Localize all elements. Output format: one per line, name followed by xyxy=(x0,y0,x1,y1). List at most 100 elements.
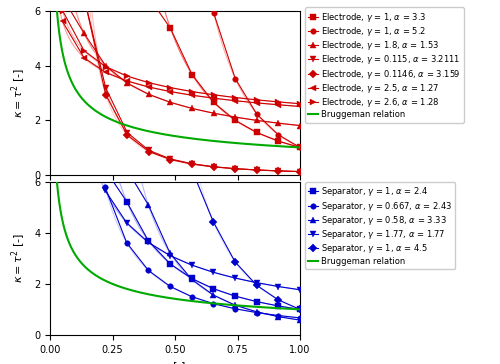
Electrode, $\gamma$ = 1.8, $\alpha$ = 1.53 xyxy=(210,111,216,115)
Bruggeman relation xyxy=(219,302,225,306)
Electrode, $\gamma$ = 0.1146, $\alpha$ = 3.159 xyxy=(124,133,130,138)
Electrode, $\gamma$ = 0.1146, $\alpha$ = 3.159 xyxy=(102,92,108,97)
Separator, $\gamma$ = 1.77, $\alpha$ = 1.77 xyxy=(210,270,216,274)
Separator, $\gamma$ = 1.77, $\alpha$ = 1.77 xyxy=(297,288,303,292)
Separator, $\gamma$ = 0.58, $\alpha$ = 3.33 xyxy=(276,314,281,319)
Line: Separator, $\gamma$ = 1.77, $\alpha$ = 1.77: Separator, $\gamma$ = 1.77, $\alpha$ = 1… xyxy=(102,187,303,293)
Separator, $\gamma$ = 1, $\alpha$ = 2.4 xyxy=(210,286,216,291)
Separator, $\gamma$ = 1, $\alpha$ = 4.5 xyxy=(276,298,281,302)
Electrode, $\gamma$ = 1.8, $\alpha$ = 1.53 xyxy=(168,100,173,104)
Bruggeman relation xyxy=(297,145,303,150)
Electrode, $\gamma$ = 1.8, $\alpha$ = 1.53 xyxy=(254,118,260,123)
Electrode, $\gamma$ = 2.6, $\alpha$ = 1.28 xyxy=(81,48,87,53)
Line: Electrode, $\gamma$ = 2.6, $\alpha$ = 1.28: Electrode, $\gamma$ = 2.6, $\alpha$ = 1.… xyxy=(60,8,303,107)
Separator, $\gamma$ = 1, $\alpha$ = 4.5 xyxy=(124,167,130,171)
Electrode, $\gamma$ = 1, $\alpha$ = 5.2 xyxy=(297,145,303,150)
Electrode, $\gamma$ = 2.6, $\alpha$ = 1.28 xyxy=(60,8,66,13)
Bruggeman relation xyxy=(219,140,225,144)
Separator, $\gamma$ = 0.667, $\alpha$ = 2.43 xyxy=(124,241,130,245)
Separator, $\gamma$ = 1, $\alpha$ = 4.5 xyxy=(297,307,303,312)
Separator, $\gamma$ = 1.77, $\alpha$ = 1.77 xyxy=(102,188,108,192)
Separator, $\gamma$ = 0.667, $\alpha$ = 2.43 xyxy=(254,310,260,315)
Bruggeman relation xyxy=(157,131,163,136)
Line: Electrode, $\gamma$ = 0.115, $\alpha$ = 3.2111: Electrode, $\gamma$ = 0.115, $\alpha$ = … xyxy=(60,0,303,174)
Electrode, $\gamma$ = 2.5, $\alpha$ = 1.27 xyxy=(102,70,108,75)
Separator, $\gamma$ = 1.77, $\alpha$ = 1.77 xyxy=(276,284,281,289)
Electrode, $\gamma$ = 1, $\alpha$ = 3.3 xyxy=(210,100,216,104)
Electrode, $\gamma$ = 1.8, $\alpha$ = 1.53 xyxy=(276,121,281,125)
Separator, $\gamma$ = 1.77, $\alpha$ = 1.77 xyxy=(146,240,152,245)
Separator, $\gamma$ = 1, $\alpha$ = 4.5 xyxy=(232,260,238,264)
Electrode, $\gamma$ = 1, $\alpha$ = 5.2 xyxy=(254,112,260,116)
Separator, $\gamma$ = 1.77, $\alpha$ = 1.77 xyxy=(254,281,260,285)
Legend: Separator, $\gamma$ = 1, $\alpha$ = 2.4, Separator, $\gamma$ = 0.667, $\alpha$ =: Separator, $\gamma$ = 1, $\alpha$ = 2.4,… xyxy=(305,182,456,269)
Bruggeman relation xyxy=(242,142,248,146)
Bruggeman relation xyxy=(297,307,303,312)
Separator, $\gamma$ = 1, $\alpha$ = 2.4 xyxy=(276,304,281,308)
Separator, $\gamma$ = 0.58, $\alpha$ = 3.33 xyxy=(297,318,303,322)
Electrode, $\gamma$ = 2.5, $\alpha$ = 1.27 xyxy=(189,93,195,98)
Electrode, $\gamma$ = 0.1146, $\alpha$ = 3.159 xyxy=(297,169,303,174)
Electrode, $\gamma$ = 2.5, $\alpha$ = 1.27 xyxy=(276,103,281,107)
Electrode, $\gamma$ = 2.6, $\alpha$ = 1.28 xyxy=(276,100,281,104)
Bruggeman relation xyxy=(246,304,252,309)
Line: Bruggeman relation: Bruggeman relation xyxy=(50,0,300,147)
Electrode, $\gamma$ = 1, $\alpha$ = 3.3 xyxy=(232,118,238,123)
Separator, $\gamma$ = 1, $\alpha$ = 2.4 xyxy=(146,239,152,243)
Electrode, $\gamma$ = 2.6, $\alpha$ = 1.28 xyxy=(102,64,108,69)
Separator, $\gamma$ = 1, $\alpha$ = 4.5 xyxy=(210,219,216,224)
Electrode, $\gamma$ = 1, $\alpha$ = 5.2 xyxy=(232,76,238,81)
Electrode, $\gamma$ = 0.115, $\alpha$ = 3.2111 xyxy=(276,169,281,173)
Electrode, $\gamma$ = 2.5, $\alpha$ = 1.27 xyxy=(254,101,260,105)
Separator, $\gamma$ = 1, $\alpha$ = 2.4 xyxy=(167,261,173,266)
Electrode, $\gamma$ = 0.115, $\alpha$ = 3.2111 xyxy=(102,86,108,90)
Separator, $\gamma$ = 0.667, $\alpha$ = 2.43 xyxy=(188,294,194,299)
Bruggeman relation xyxy=(242,304,248,308)
Separator, $\gamma$ = 0.58, $\alpha$ = 3.33 xyxy=(167,251,173,255)
Electrode, $\gamma$ = 0.115, $\alpha$ = 3.2111 xyxy=(146,148,152,153)
Electrode, $\gamma$ = 2.5, $\alpha$ = 1.27 xyxy=(297,104,303,108)
Electrode, $\gamma$ = 2.6, $\alpha$ = 1.28 xyxy=(189,90,195,94)
Separator, $\gamma$ = 0.667, $\alpha$ = 2.43 xyxy=(232,306,238,311)
Separator, $\gamma$ = 0.667, $\alpha$ = 2.43 xyxy=(210,301,216,306)
Electrode, $\gamma$ = 1, $\alpha$ = 5.2 xyxy=(210,11,216,15)
Electrode, $\gamma$ = 1.8, $\alpha$ = 1.53 xyxy=(232,115,238,119)
Y-axis label: $\kappa = \tau^2$ [-]: $\kappa = \tau^2$ [-] xyxy=(10,68,29,118)
Separator, $\gamma$ = 1.77, $\alpha$ = 1.77 xyxy=(124,221,130,225)
Electrode, $\gamma$ = 1.8, $\alpha$ = 1.53 xyxy=(81,31,87,36)
Bruggeman relation xyxy=(148,130,154,134)
Separator, $\gamma$ = 1, $\alpha$ = 2.4 xyxy=(188,276,194,281)
Separator, $\gamma$ = 0.58, $\alpha$ = 3.33 xyxy=(232,303,238,307)
Separator, $\gamma$ = 0.58, $\alpha$ = 3.33 xyxy=(146,203,152,207)
Electrode, $\gamma$ = 2.5, $\alpha$ = 1.27 xyxy=(168,90,173,94)
Separator, $\gamma$ = 1, $\alpha$ = 2.4 xyxy=(254,300,260,304)
Line: Separator, $\gamma$ = 1, $\alpha$ = 4.5: Separator, $\gamma$ = 1, $\alpha$ = 4.5 xyxy=(102,166,303,312)
Separator, $\gamma$ = 0.667, $\alpha$ = 2.43 xyxy=(276,313,281,318)
Line: Electrode, $\gamma$ = 1, $\alpha$ = 5.2: Electrode, $\gamma$ = 1, $\alpha$ = 5.2 xyxy=(60,0,303,150)
Line: Separator, $\gamma$ = 1, $\alpha$ = 2.4: Separator, $\gamma$ = 1, $\alpha$ = 2.4 xyxy=(102,166,303,312)
Electrode, $\gamma$ = 0.115, $\alpha$ = 3.2111 xyxy=(210,165,216,169)
Electrode, $\gamma$ = 2.5, $\alpha$ = 1.27 xyxy=(210,96,216,100)
Electrode, $\gamma$ = 2.6, $\alpha$ = 1.28 xyxy=(297,102,303,106)
Bruggeman relation xyxy=(246,142,252,146)
Separator, $\gamma$ = 0.667, $\alpha$ = 2.43 xyxy=(102,185,108,189)
Legend: Electrode, $\gamma$ = 1, $\alpha$ = 3.3, Electrode, $\gamma$ = 1, $\alpha$ = 5.2: Electrode, $\gamma$ = 1, $\alpha$ = 3.3,… xyxy=(305,7,464,123)
Electrode, $\gamma$ = 2.6, $\alpha$ = 1.28 xyxy=(232,95,238,100)
X-axis label: $\varepsilon$ [-]: $\varepsilon$ [-] xyxy=(164,360,186,364)
Electrode, $\gamma$ = 1, $\alpha$ = 3.3 xyxy=(254,130,260,135)
Electrode, $\gamma$ = 2.5, $\alpha$ = 1.27 xyxy=(146,85,152,89)
Electrode, $\gamma$ = 0.115, $\alpha$ = 3.2111 xyxy=(254,168,260,172)
Separator, $\gamma$ = 1.77, $\alpha$ = 1.77 xyxy=(232,276,238,280)
Y-axis label: $\kappa = \tau^2$ [-]: $\kappa = \tau^2$ [-] xyxy=(10,233,29,284)
Separator, $\gamma$ = 1, $\alpha$ = 4.5 xyxy=(146,167,152,171)
Separator, $\gamma$ = 0.58, $\alpha$ = 3.33 xyxy=(124,167,130,171)
Bruggeman relation xyxy=(73,253,79,258)
Electrode, $\gamma$ = 2.6, $\alpha$ = 1.28 xyxy=(124,74,130,78)
Electrode, $\gamma$ = 2.6, $\alpha$ = 1.28 xyxy=(254,98,260,102)
Electrode, $\gamma$ = 1.8, $\alpha$ = 1.53 xyxy=(297,123,303,128)
Bruggeman relation xyxy=(47,167,54,171)
Electrode, $\gamma$ = 1.8, $\alpha$ = 1.53 xyxy=(124,81,130,85)
Bruggeman relation xyxy=(157,294,163,299)
Bruggeman relation xyxy=(148,293,154,297)
Line: Electrode, $\gamma$ = 0.1146, $\alpha$ = 3.159: Electrode, $\gamma$ = 0.1146, $\alpha$ =… xyxy=(60,0,303,174)
